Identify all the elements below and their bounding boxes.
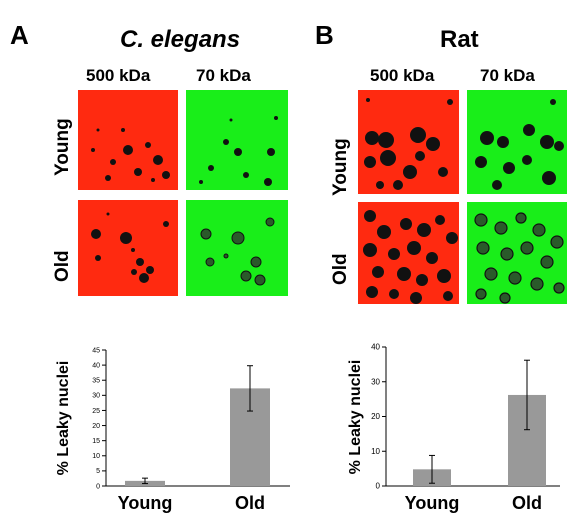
x-category-label-young: Young bbox=[405, 493, 460, 513]
y-tick-label: 30 bbox=[92, 393, 100, 400]
column-label-500kda-b: 500 kDa bbox=[370, 66, 435, 85]
micrograph-rat-old-500kda bbox=[358, 202, 459, 304]
panel-letter-b: B bbox=[315, 20, 334, 50]
y-tick-label: 20 bbox=[92, 423, 100, 430]
y-tick-label: 30 bbox=[371, 377, 380, 386]
row-label-old-a: Old bbox=[52, 250, 73, 282]
row-label-young-b: Young bbox=[330, 138, 351, 196]
column-label-70kda-b: 70 kDa bbox=[480, 66, 535, 85]
organism-title-b: Rat bbox=[440, 26, 479, 53]
y-tick-label: 0 bbox=[376, 482, 381, 491]
row-label-young-a: Young bbox=[52, 118, 73, 176]
micrograph-celegans-young-500kda bbox=[78, 90, 178, 190]
bar-chart-celegans: 0 5 10 15 20 25 30 35 40 45 Young Old % Leaky nuclei bbox=[55, 347, 290, 513]
organism-title-a: C. elegans bbox=[120, 26, 241, 53]
y-tick-label: 15 bbox=[92, 438, 100, 445]
y-tick-label: 25 bbox=[92, 408, 100, 415]
micrograph-celegans-old-500kda bbox=[78, 200, 178, 296]
y-tick-label: 5 bbox=[96, 468, 100, 475]
y-tick-label: 40 bbox=[92, 362, 100, 369]
column-label-500kda-a: 500 kDa bbox=[86, 66, 151, 85]
x-category-label-old: Old bbox=[235, 493, 265, 513]
y-tick-label: 0 bbox=[96, 483, 100, 490]
micrograph-celegans-young-70kda bbox=[186, 90, 288, 190]
micrograph-rat-young-70kda bbox=[467, 90, 567, 194]
column-label-70kda-a: 70 kDa bbox=[196, 66, 251, 85]
micrograph-rat-young-500kda bbox=[358, 90, 459, 194]
y-tick-label: 20 bbox=[371, 412, 380, 421]
y-tick-label: 10 bbox=[92, 453, 100, 460]
x-category-label-old: Old bbox=[512, 493, 542, 513]
row-label-old-b: Old bbox=[330, 253, 351, 285]
y-axis-title: % Leaky nuclei bbox=[55, 361, 72, 476]
y-tick-label: 10 bbox=[371, 447, 380, 456]
y-tick-label: 40 bbox=[371, 343, 380, 352]
y-axis-title: % Leaky nuclei bbox=[347, 360, 364, 475]
panel-letter-a: A bbox=[10, 20, 29, 50]
y-tick-label: 45 bbox=[92, 347, 100, 354]
y-tick-label: 35 bbox=[92, 378, 100, 385]
micrograph-celegans-old-70kda bbox=[186, 200, 288, 296]
bar-chart-rat: 0 10 20 30 40 Young Old % Leaky nuclei bbox=[347, 343, 560, 513]
micrograph-rat-old-70kda bbox=[467, 202, 567, 304]
x-category-label-young: Young bbox=[118, 493, 173, 513]
